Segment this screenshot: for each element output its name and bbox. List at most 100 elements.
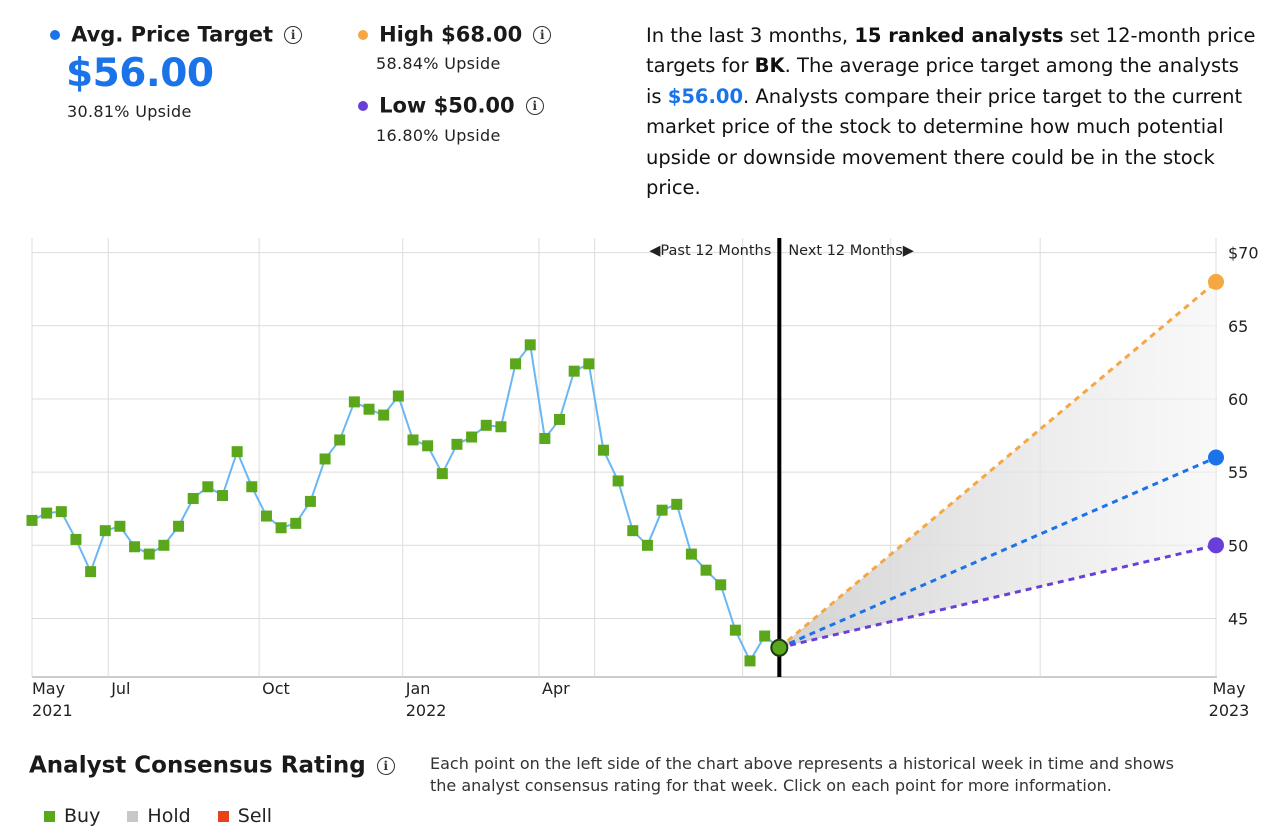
y-tick-label: $70 — [1228, 244, 1259, 263]
consensus-point-buy — [759, 630, 771, 642]
legend-sell: Sell — [237, 805, 273, 827]
y-tick-label: 60 — [1228, 390, 1248, 409]
high-target-block: High $68.00 i — [358, 20, 552, 48]
legend-buy: Buy — [64, 805, 101, 827]
target-endpoint — [1208, 537, 1224, 554]
consensus-point-buy — [129, 541, 141, 553]
consensus-point-buy — [436, 468, 448, 480]
consensus-point-buy — [597, 444, 609, 456]
target-range-cone — [779, 281, 1216, 648]
consensus-point-buy — [158, 539, 170, 551]
desc-ticker: BK — [754, 54, 785, 78]
x-tick-sublabel: 2021 — [32, 701, 73, 720]
consensus-point-buy — [85, 566, 97, 578]
high-upside: 58.84% Upside — [376, 54, 501, 73]
buy-swatch — [44, 810, 55, 822]
y-tick-label: 45 — [1228, 609, 1248, 628]
avg-label: Avg. Price Target — [71, 22, 274, 47]
consensus-point-buy — [187, 492, 199, 504]
target-projection-line — [778, 543, 1217, 650]
target-projection-line — [778, 280, 1217, 649]
consensus-point-buy — [466, 431, 478, 443]
consensus-point-buy — [392, 390, 404, 402]
consensus-header: Analyst Consensus Rating i — [29, 750, 395, 780]
consensus-point-buy — [480, 419, 492, 431]
consensus-point-buy — [143, 548, 155, 560]
x-tick-label: May — [1212, 679, 1245, 698]
consensus-point-buy — [510, 358, 522, 370]
price-history-line — [31, 342, 780, 664]
consensus-point-buy — [627, 525, 639, 537]
consensus-point-buy — [539, 432, 551, 444]
consensus-point-buy — [55, 506, 67, 518]
desc-text: set 12-month price targets for — [646, 24, 1256, 78]
consensus-point-buy — [114, 520, 126, 532]
desc-text: . Analysts compare their price target to… — [646, 84, 1243, 200]
consensus-point-buy — [275, 522, 287, 534]
consensus-point-buy — [304, 495, 316, 507]
summary-description: In the last 3 months, 15 ranked analysts… — [646, 21, 1256, 203]
consensus-point-buy — [70, 533, 82, 545]
consensus-point-buy — [319, 453, 331, 465]
consensus-point-buy — [348, 396, 360, 408]
consensus-point-buy — [685, 548, 697, 560]
consensus-point-buy — [641, 539, 653, 551]
y-tick-label: 65 — [1228, 317, 1248, 336]
target-projection-line — [778, 456, 1217, 650]
current-price-point — [770, 638, 789, 657]
avg-value: $56.00 — [66, 51, 214, 96]
consensus-point-buy — [554, 413, 566, 425]
info-icon[interactable]: i — [376, 756, 395, 775]
consensus-point-buy — [290, 517, 302, 529]
hold-swatch — [127, 810, 139, 822]
x-tick-sublabel: 2022 — [406, 701, 447, 720]
x-tick-label: Oct — [262, 679, 290, 698]
consensus-point-buy — [700, 564, 712, 576]
desc-avg: $56.00 — [667, 84, 744, 108]
sell-swatch — [217, 810, 229, 822]
consensus-point-buy — [202, 481, 214, 493]
legend-hold: Hold — [147, 805, 191, 827]
consensus-point-buy — [26, 514, 38, 526]
info-icon[interactable]: i — [533, 25, 552, 44]
y-tick-label: 55 — [1228, 463, 1248, 482]
consensus-point-buy — [524, 339, 536, 351]
avg-upside: 30.81% Upside — [67, 102, 192, 121]
consensus-point-buy — [260, 510, 272, 522]
consensus-point-buy — [729, 624, 741, 636]
consensus-point-buy — [173, 520, 185, 532]
consensus-point-buy — [407, 434, 419, 446]
consensus-point-buy — [99, 525, 111, 537]
y-tick-label: 50 — [1228, 536, 1248, 555]
consensus-point-buy — [246, 481, 258, 493]
target-endpoint — [1208, 449, 1224, 466]
x-tick-label: Jan — [405, 679, 431, 698]
consensus-point-buy — [231, 446, 243, 458]
target-endpoint — [1208, 273, 1224, 290]
low-label: Low $50.00 — [379, 93, 515, 118]
consensus-description: Each point on the left side of the chart… — [430, 754, 1174, 795]
consensus-point-buy — [378, 409, 390, 421]
x-tick-label: Apr — [542, 679, 570, 698]
consensus-point-buy — [715, 579, 727, 591]
consensus-point-buy — [451, 438, 463, 450]
consensus-point-buy — [495, 421, 507, 433]
x-tick-label: Jul — [110, 679, 130, 698]
info-icon[interactable]: i — [284, 25, 303, 44]
desc-text: . The average price target among the ana… — [646, 54, 1239, 108]
consensus-title: Analyst Consensus Rating — [29, 752, 366, 779]
consensus-legend: Buy Hold Sell — [44, 805, 294, 827]
x-tick-label: May — [32, 679, 65, 698]
high-dot — [358, 29, 368, 40]
consensus-point-buy — [612, 475, 624, 487]
desc-text: In the last 3 months, — [646, 24, 855, 47]
avg-dot — [50, 29, 60, 40]
consensus-point-buy — [744, 655, 756, 667]
x-tick-sublabel: 2023 — [1209, 701, 1250, 720]
consensus-point-buy — [422, 440, 434, 452]
next-12-months-label: Next 12 Months▶ — [788, 243, 914, 259]
info-icon[interactable]: i — [525, 96, 544, 115]
consensus-point-buy — [656, 504, 668, 516]
high-label: High $68.00 — [379, 22, 523, 47]
